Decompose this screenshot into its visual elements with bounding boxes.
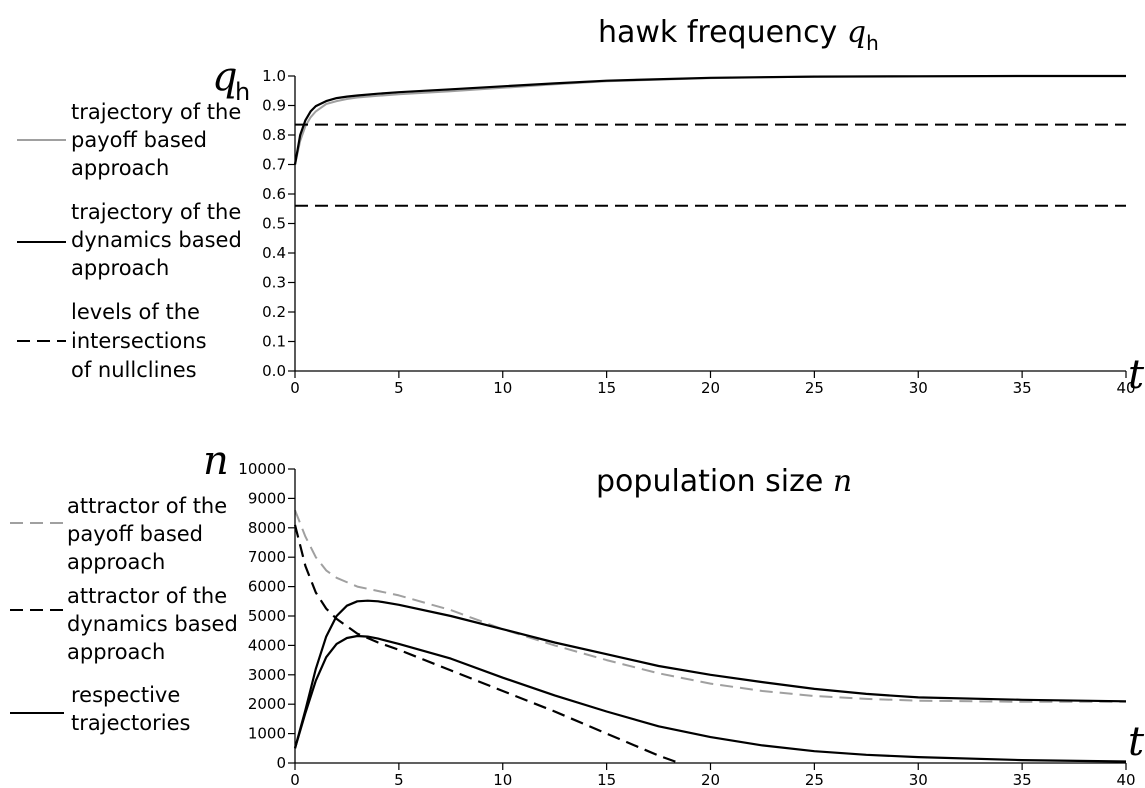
series-line-4 xyxy=(293,634,1127,763)
legend-label-dynamics-attractor: attractor of the dynamics based approach xyxy=(67,584,244,664)
y-tick-label: 0.6 xyxy=(262,185,286,203)
series-line-3 xyxy=(293,599,1127,749)
x-tick-label: 10 xyxy=(493,379,512,397)
x-tick-label: 40 xyxy=(1116,379,1135,397)
y-tick-label: 0.2 xyxy=(262,303,286,321)
y-tick-label: 0.1 xyxy=(262,333,286,351)
x-tick-label: 0 xyxy=(290,379,300,397)
legend: attractor of the payoff based approach a… xyxy=(10,494,244,735)
y-tick-label: 1.0 xyxy=(262,67,286,85)
y-tick-label: 0.0 xyxy=(262,362,286,380)
legend-label-payoff-attractor: attractor of the payoff based approach xyxy=(67,494,234,574)
x-axis-label: t xyxy=(1128,352,1145,398)
x-tick-label: 30 xyxy=(909,771,928,788)
axes: 0.0 0.1 0.2 0.3 0.4 0.5 0.6 0.7 0.8 0.9 1.0 0 5 10 15 2… xyxy=(262,67,1135,397)
y-tick-label: 0.7 xyxy=(262,156,286,174)
x-tick-label: 0 xyxy=(290,771,300,788)
x-tick-label: 35 xyxy=(1013,771,1032,788)
x-axis-label: t xyxy=(1128,719,1145,765)
legend-label-payoff-trajectory: trajectory of the payoff based approach xyxy=(71,100,248,180)
y-tick-label: 0.3 xyxy=(262,274,286,292)
x-tick-label: 25 xyxy=(805,771,824,788)
y-tick-label: 7000 xyxy=(248,548,286,566)
x-tick-label: 5 xyxy=(394,379,404,397)
legend-label-nullcline-levels: levels of the intersections of nullcline… xyxy=(71,300,213,382)
plot-area xyxy=(293,74,1126,207)
y-tick-label: 0.4 xyxy=(262,244,286,262)
y-axis-label: n xyxy=(203,438,229,484)
y-tick-label: 10000 xyxy=(238,460,286,478)
y-tick-label: 3000 xyxy=(248,666,286,684)
x-tick-label: 15 xyxy=(597,771,616,788)
x-tick-label: 5 xyxy=(394,771,404,788)
y-tick-label: 5000 xyxy=(248,607,286,625)
x-tick-label: 20 xyxy=(701,771,720,788)
x-tick-label: 15 xyxy=(597,379,616,397)
x-tick-label: 35 xyxy=(1013,379,1032,397)
x-tick-label: 25 xyxy=(805,379,824,397)
y-tick-label: 8000 xyxy=(248,519,286,537)
series-line-2 xyxy=(293,74,1126,165)
series-line-1 xyxy=(294,509,1126,703)
series-line-2 xyxy=(293,524,680,765)
x-tick-label: 40 xyxy=(1116,771,1135,788)
y-tick-label: 0 xyxy=(276,754,286,772)
hawk-frequency-chart: hawk frequency qh q h t 0.00.10.20.30.40… xyxy=(17,15,1145,398)
chart-title: hawk frequency qh xyxy=(598,15,879,55)
population-size-chart: population size n n t 0 1000 2000 3000 4000 5… xyxy=(10,438,1145,788)
chart-title: population size n xyxy=(596,464,852,499)
y-tick-label: 9000 xyxy=(248,489,286,507)
y-axis-label-subscript: h xyxy=(235,78,250,106)
legend-label-dynamics-trajectory: trajectory of the dynamics based approac… xyxy=(71,200,248,280)
x-tick-label: 30 xyxy=(909,379,928,397)
x-tick-label: 10 xyxy=(493,771,512,788)
plot-area xyxy=(293,509,1127,765)
y-tick-label: 1000 xyxy=(248,725,286,743)
y-tick-label: 0.5 xyxy=(262,215,286,233)
x-tick-label: 20 xyxy=(701,379,720,397)
series-line-1 xyxy=(294,75,1126,165)
y-axis-label: q xyxy=(212,54,238,100)
y-tick-label: 6000 xyxy=(248,578,286,596)
legend: trajectory of the payoff based approach … xyxy=(17,100,248,382)
y-tick-label: 2000 xyxy=(248,695,286,713)
y-tick-label: 0.9 xyxy=(262,97,286,115)
legend-label-respective-trajectories: respective trajectories xyxy=(71,683,190,735)
y-tick-label: 0.8 xyxy=(262,126,286,144)
y-tick-label: 4000 xyxy=(248,636,286,654)
axes: 0100020003000400050006000700080009000100… xyxy=(238,460,1135,788)
